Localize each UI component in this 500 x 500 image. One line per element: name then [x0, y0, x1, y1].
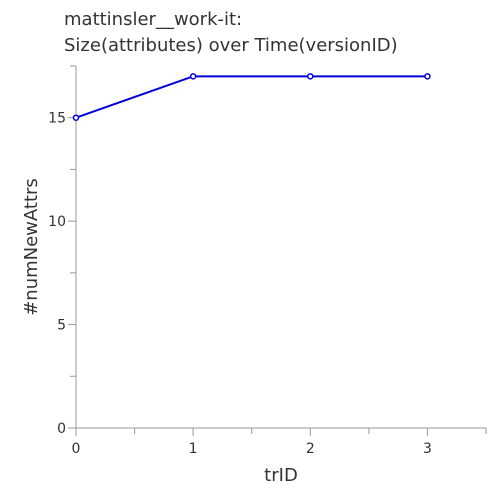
data-point-0-3 — [424, 73, 431, 80]
x-axis-label: trID — [264, 465, 298, 486]
series-line-0 — [75, 75, 428, 119]
y-tick-label-3: 15 — [48, 111, 66, 127]
y-axis-label: #numNewAttrs — [21, 178, 42, 316]
data-point-0-2 — [307, 73, 314, 80]
x-tick-label-3: 3 — [423, 441, 432, 457]
y-tick-label-2: 10 — [48, 214, 66, 230]
x-tick-label-1: 1 — [189, 441, 198, 457]
x-tick-label-0: 0 — [72, 441, 81, 457]
chart-title-line-1: mattinsler__work-it: — [64, 9, 242, 30]
y-tick-label-0: 0 — [57, 421, 66, 437]
data-point-0-1 — [189, 73, 197, 80]
data-point-0-0 — [72, 114, 80, 121]
x-tick-label-2: 2 — [306, 441, 315, 457]
y-tick-label-1: 5 — [57, 318, 66, 334]
chart-title-line-2: Size(attributes) over Time(versionID) — [64, 35, 398, 56]
plot-area: 0 1 2 3 0 5 10 15 — [48, 65, 487, 457]
